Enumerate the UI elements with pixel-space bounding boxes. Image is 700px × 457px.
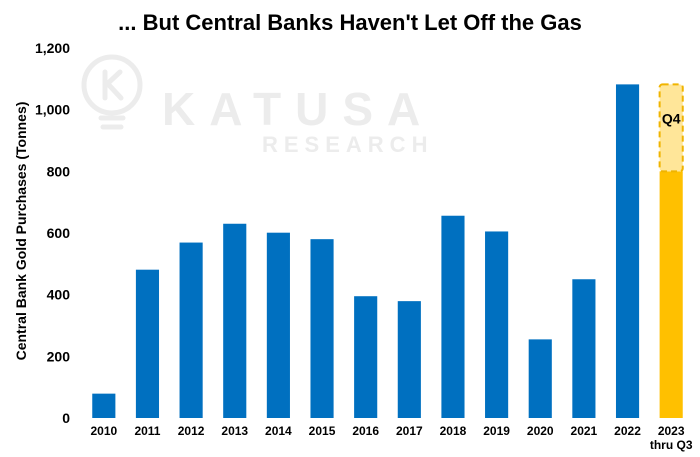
bar-2019 — [485, 231, 509, 418]
bar-2016 — [354, 296, 378, 418]
x-tick-label: 2013 — [221, 424, 248, 438]
x-tick-label: 2010 — [90, 424, 117, 438]
y-tick-label: 1,000 — [35, 102, 70, 118]
projection-label: Q4 — [662, 111, 681, 127]
bar-2010 — [92, 393, 116, 418]
bar-2021 — [572, 279, 596, 418]
y-tick-label: 1,200 — [35, 40, 70, 56]
x-tick-label: 2017 — [396, 424, 423, 438]
bar-2014 — [266, 232, 290, 418]
bar-2018 — [441, 215, 465, 418]
x-tick-label: 2022 — [614, 424, 641, 438]
bar-2013 — [223, 223, 247, 418]
y-tick-label: 800 — [47, 163, 71, 179]
bar-2015 — [310, 239, 334, 418]
bar-2022 — [615, 84, 640, 418]
bars: Q4 — [92, 83, 684, 418]
bar-2023 — [659, 171, 683, 418]
watermark-sub: RESEARCH — [262, 132, 433, 157]
bar-2012 — [179, 242, 203, 418]
x-tick-label: 2014 — [265, 424, 292, 438]
y-axis-ticks: 0 200 400 600 800 1,000 1,200 — [35, 40, 70, 426]
projection-bar-2023 — [658, 83, 684, 173]
y-tick-label: 200 — [47, 348, 71, 364]
x-tick-label: 2023 — [658, 424, 685, 438]
x-tick-label: 2015 — [309, 424, 336, 438]
x-axis-ticks: 2010 2011 2012 2013 2014 2015 2016 2017 2018 2019… — [90, 424, 692, 452]
x-tick-label: 2021 — [571, 424, 598, 438]
bar-2020 — [528, 339, 552, 418]
y-tick-label: 0 — [62, 410, 70, 426]
bar-2017 — [397, 301, 421, 418]
chart-title: ... But Central Banks Haven't Let Off th… — [118, 10, 582, 35]
watermark: KATUSA RESEARCH — [81, 54, 434, 157]
y-tick-label: 400 — [47, 287, 71, 303]
y-tick-label: 600 — [47, 225, 71, 241]
x-tick-label: 2012 — [178, 424, 205, 438]
lightbulb-k-icon — [81, 54, 143, 130]
watermark-brand: KATUSA — [162, 83, 434, 135]
x-tick-label: 2020 — [527, 424, 554, 438]
x-tick-label: 2018 — [440, 424, 467, 438]
x-tick-label: 2019 — [483, 424, 510, 438]
x-tick-sublabel: thru Q3 — [650, 438, 693, 452]
y-axis-label: Central Bank Gold Purchases (Tonnes) — [13, 102, 29, 361]
x-tick-label: 2016 — [352, 424, 379, 438]
bar-2011 — [135, 269, 160, 418]
x-tick-label: 2011 — [134, 424, 160, 438]
